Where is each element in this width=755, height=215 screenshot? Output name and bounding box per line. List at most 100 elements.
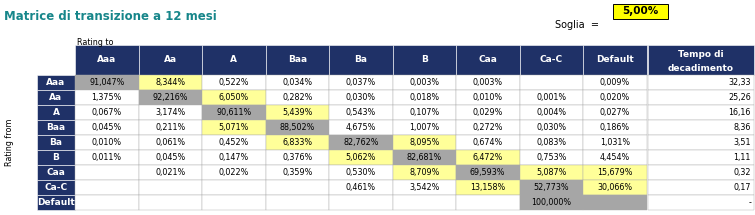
Text: 0,029%: 0,029%	[473, 108, 503, 117]
FancyBboxPatch shape	[266, 165, 329, 180]
FancyBboxPatch shape	[329, 105, 393, 120]
FancyBboxPatch shape	[648, 165, 754, 180]
Text: 0,147%: 0,147%	[219, 153, 249, 162]
Text: Aa: Aa	[49, 93, 63, 102]
FancyBboxPatch shape	[202, 75, 266, 90]
FancyBboxPatch shape	[329, 90, 393, 105]
FancyBboxPatch shape	[393, 105, 456, 120]
Text: 0,003%: 0,003%	[409, 78, 439, 87]
Text: 0,020%: 0,020%	[599, 93, 630, 102]
FancyBboxPatch shape	[583, 45, 646, 75]
FancyBboxPatch shape	[329, 45, 393, 75]
Text: 0,037%: 0,037%	[346, 78, 376, 87]
FancyBboxPatch shape	[329, 165, 393, 180]
FancyBboxPatch shape	[519, 165, 583, 180]
FancyBboxPatch shape	[329, 75, 393, 90]
FancyBboxPatch shape	[456, 180, 519, 195]
Text: 0,461%: 0,461%	[346, 183, 376, 192]
Text: 0,186%: 0,186%	[599, 123, 630, 132]
FancyBboxPatch shape	[648, 150, 754, 165]
Text: 6,472%: 6,472%	[473, 153, 503, 162]
Text: 52,773%: 52,773%	[534, 183, 569, 192]
Text: 0,107%: 0,107%	[409, 108, 439, 117]
Text: Ba: Ba	[354, 55, 367, 64]
Text: 0,083%: 0,083%	[536, 138, 566, 147]
Text: -: -	[748, 198, 751, 207]
Text: 0,376%: 0,376%	[282, 153, 313, 162]
FancyBboxPatch shape	[266, 150, 329, 165]
FancyBboxPatch shape	[456, 45, 519, 75]
Text: 0,030%: 0,030%	[536, 123, 566, 132]
FancyBboxPatch shape	[138, 75, 202, 90]
Text: 1,007%: 1,007%	[409, 123, 439, 132]
Text: 15,679%: 15,679%	[597, 168, 633, 177]
FancyBboxPatch shape	[456, 135, 519, 150]
FancyBboxPatch shape	[138, 45, 202, 75]
Text: 32,33: 32,33	[729, 78, 751, 87]
Text: 0,011%: 0,011%	[91, 153, 122, 162]
FancyBboxPatch shape	[138, 105, 202, 120]
Text: B: B	[53, 153, 60, 162]
FancyBboxPatch shape	[202, 120, 266, 135]
FancyBboxPatch shape	[583, 195, 646, 210]
Text: 4,675%: 4,675%	[346, 123, 376, 132]
FancyBboxPatch shape	[393, 180, 456, 195]
FancyBboxPatch shape	[519, 195, 583, 210]
Text: Aa: Aa	[164, 55, 177, 64]
Text: Tempo di: Tempo di	[678, 50, 723, 59]
Text: Default: Default	[37, 198, 75, 207]
FancyBboxPatch shape	[519, 45, 583, 75]
Text: Matrice di transizione a 12 mesi: Matrice di transizione a 12 mesi	[4, 10, 217, 23]
FancyBboxPatch shape	[75, 135, 138, 150]
FancyBboxPatch shape	[456, 165, 519, 180]
FancyBboxPatch shape	[583, 120, 646, 135]
FancyBboxPatch shape	[329, 135, 393, 150]
Text: 0,530%: 0,530%	[346, 168, 376, 177]
Text: 3,542%: 3,542%	[409, 183, 439, 192]
FancyBboxPatch shape	[393, 165, 456, 180]
FancyBboxPatch shape	[75, 165, 138, 180]
Text: 0,045%: 0,045%	[91, 123, 122, 132]
FancyBboxPatch shape	[519, 75, 583, 90]
Text: 0,030%: 0,030%	[346, 93, 376, 102]
FancyBboxPatch shape	[266, 105, 329, 120]
FancyBboxPatch shape	[75, 195, 138, 210]
Text: 4,454%: 4,454%	[599, 153, 630, 162]
FancyBboxPatch shape	[648, 135, 754, 150]
Text: B: B	[421, 55, 427, 64]
FancyBboxPatch shape	[519, 135, 583, 150]
FancyBboxPatch shape	[37, 180, 75, 195]
FancyBboxPatch shape	[266, 75, 329, 90]
FancyBboxPatch shape	[75, 90, 138, 105]
Text: 6,050%: 6,050%	[219, 93, 249, 102]
Text: 5,087%: 5,087%	[536, 168, 566, 177]
FancyBboxPatch shape	[456, 150, 519, 165]
Text: 0,359%: 0,359%	[282, 168, 313, 177]
Text: Ca-C: Ca-C	[540, 55, 562, 64]
Text: 0,061%: 0,061%	[156, 138, 185, 147]
FancyBboxPatch shape	[37, 135, 75, 150]
FancyBboxPatch shape	[138, 180, 202, 195]
Text: 0,027%: 0,027%	[599, 108, 630, 117]
Text: 8,709%: 8,709%	[409, 168, 439, 177]
FancyBboxPatch shape	[37, 90, 75, 105]
Text: 0,17: 0,17	[734, 183, 751, 192]
FancyBboxPatch shape	[456, 120, 519, 135]
Text: 16,16: 16,16	[729, 108, 751, 117]
Text: Rating to: Rating to	[77, 38, 113, 47]
Text: 5,00%: 5,00%	[622, 6, 658, 17]
Text: 5,062%: 5,062%	[346, 153, 376, 162]
Text: Aaa: Aaa	[46, 78, 66, 87]
FancyBboxPatch shape	[648, 195, 754, 210]
FancyBboxPatch shape	[648, 105, 754, 120]
FancyBboxPatch shape	[519, 180, 583, 195]
FancyBboxPatch shape	[202, 135, 266, 150]
FancyBboxPatch shape	[37, 75, 75, 90]
Text: 13,158%: 13,158%	[470, 183, 505, 192]
Text: 88,502%: 88,502%	[279, 123, 315, 132]
FancyBboxPatch shape	[393, 135, 456, 150]
FancyBboxPatch shape	[393, 75, 456, 90]
FancyBboxPatch shape	[456, 75, 519, 90]
Text: 0,045%: 0,045%	[155, 153, 186, 162]
Text: 0,010%: 0,010%	[91, 138, 122, 147]
